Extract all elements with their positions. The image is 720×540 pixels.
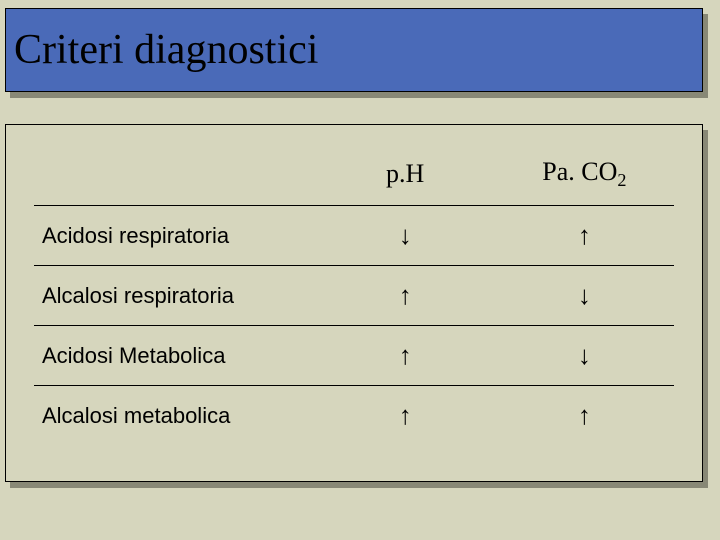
- table-row: Alcalosi respiratoria ↑ ↓: [34, 266, 674, 326]
- header-ph: p.H: [316, 143, 495, 206]
- diagnostic-criteria-table: p.H Pa. CO2 Acidosi respiratoria ↓ ↑ Alc…: [34, 143, 674, 445]
- cell-ph: ↑: [316, 266, 495, 326]
- cell-paco2: ↑: [495, 386, 674, 446]
- cell-paco2: ↑: [495, 206, 674, 266]
- table-row: Alcalosi metabolica ↑ ↑: [34, 386, 674, 446]
- page-title: Criteri diagnostici: [14, 26, 318, 74]
- header-paco2: Pa. CO2: [495, 143, 674, 206]
- cell-ph: ↓: [316, 206, 495, 266]
- header-paco2-text: Pa. CO: [542, 157, 617, 186]
- table-header-row: p.H Pa. CO2: [34, 143, 674, 206]
- cell-paco2: ↓: [495, 326, 674, 386]
- cell-ph: ↑: [316, 386, 495, 446]
- table-row: Acidosi Metabolica ↑ ↓: [34, 326, 674, 386]
- row-label: Alcalosi respiratoria: [34, 266, 316, 326]
- table-row: Acidosi respiratoria ↓ ↑: [34, 206, 674, 266]
- header-empty: [34, 143, 316, 206]
- row-label: Acidosi respiratoria: [34, 206, 316, 266]
- row-label: Alcalosi metabolica: [34, 386, 316, 446]
- title-bar: Criteri diagnostici: [5, 8, 703, 92]
- row-label: Acidosi Metabolica: [34, 326, 316, 386]
- content-area: p.H Pa. CO2 Acidosi respiratoria ↓ ↑ Alc…: [5, 124, 703, 482]
- cell-ph: ↑: [316, 326, 495, 386]
- cell-paco2: ↓: [495, 266, 674, 326]
- header-paco2-sub: 2: [617, 170, 626, 190]
